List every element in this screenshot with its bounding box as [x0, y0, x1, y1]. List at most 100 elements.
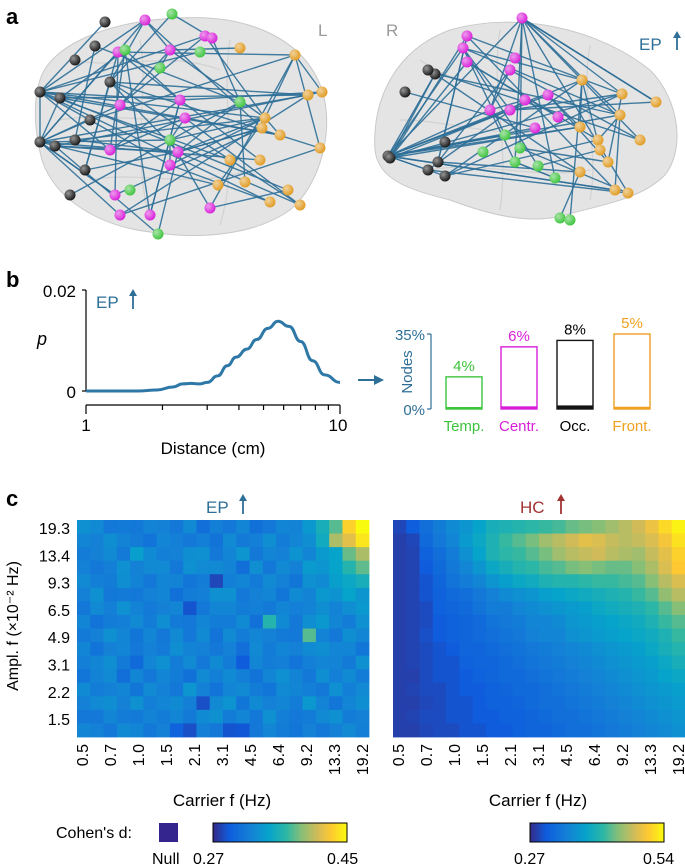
heatmap-cell	[90, 520, 104, 534]
heatmap-cell	[209, 520, 224, 534]
heatmap-cell	[77, 696, 91, 711]
brain-node	[314, 142, 326, 154]
heatmap-cell	[631, 520, 646, 534]
heatmap-cell	[631, 682, 646, 697]
heatmap-cell	[631, 655, 646, 670]
heatmap-cell	[103, 709, 118, 724]
heatmap-x-tick-label: 4.5	[243, 744, 260, 766]
heatmap-cell	[342, 655, 357, 670]
heatmap-cell	[329, 587, 343, 602]
heatmap-cell	[671, 682, 685, 697]
heatmap-cell	[183, 614, 197, 629]
heatmap-cell	[249, 669, 264, 684]
heatmap-x-tick-label: 4.5	[559, 744, 576, 766]
heatmap-cell	[249, 682, 264, 697]
heatmap-cell	[196, 520, 211, 534]
heatmap-cell	[406, 520, 420, 534]
heatmap-cell	[419, 655, 434, 670]
heatmap-cell	[419, 574, 434, 589]
heatmap-cell	[355, 723, 370, 738]
connectivity-edge	[387, 109, 491, 157]
connectivity-edge	[427, 169, 629, 194]
heatmap-cell	[169, 547, 184, 562]
heatmap-cell	[592, 723, 606, 738]
heatmap-cell	[169, 628, 184, 643]
heatmap-cell	[658, 723, 673, 738]
heatmap-cell	[143, 614, 158, 629]
heatmap-cell	[342, 696, 357, 711]
connectivity-edge	[404, 91, 536, 129]
heatmap-cell	[223, 601, 237, 616]
heatmap-cell	[539, 614, 553, 629]
brain-node	[172, 146, 184, 158]
heatmap-cell	[499, 547, 513, 562]
heatmap-cell	[355, 560, 370, 575]
heatmap-cell	[485, 520, 500, 534]
heatmap-cell	[249, 574, 264, 589]
heatmap-cell	[552, 587, 566, 602]
heatmap-cell	[236, 669, 250, 684]
heatmap-cell	[209, 655, 224, 670]
heatmap-cell	[236, 574, 250, 589]
x-tick-label: 1	[81, 416, 90, 435]
heatmap-cell	[631, 696, 646, 711]
heatmap-cell	[156, 547, 171, 562]
heatmap-cell	[249, 628, 264, 643]
heatmap-cell	[289, 723, 304, 738]
heatmap-cell	[209, 696, 224, 711]
heatmap-cell	[223, 655, 237, 670]
heatmap-cell	[315, 560, 330, 575]
heatmap-cell	[565, 655, 580, 670]
brain-node	[204, 202, 216, 214]
heatmap-cell	[552, 655, 566, 670]
heatmap-cell	[143, 601, 158, 616]
connectivity-edge	[177, 127, 263, 153]
heatmap-cell	[183, 547, 197, 562]
heatmap-cell	[249, 560, 264, 575]
connectivity-edge	[39, 139, 171, 143]
heatmap-cell	[512, 642, 527, 657]
y-tick-label: 0.02	[43, 282, 76, 301]
heatmap-cell	[671, 669, 685, 684]
heatmap-cell	[472, 723, 487, 738]
heatmap-cell	[103, 655, 118, 670]
heatmap-cell	[512, 547, 527, 562]
heatmap-cell	[605, 533, 620, 548]
heatmap-cell	[315, 709, 330, 724]
connectivity-edge	[149, 99, 181, 216]
heatmap-cell	[419, 696, 434, 711]
heatmap-cell	[236, 601, 250, 616]
heatmap-cell	[658, 682, 673, 697]
legend-label: Cohen's d:	[56, 825, 132, 842]
brain-node	[139, 14, 151, 26]
heatmap-cell	[342, 642, 357, 657]
heatmap-cell	[223, 723, 237, 738]
heatmap-cell	[143, 696, 158, 711]
brain-node	[484, 104, 496, 116]
heatmap-cell	[77, 574, 91, 589]
heatmap-cell	[419, 601, 434, 616]
heatmap-cell	[329, 614, 343, 629]
heatmap-cell	[223, 628, 237, 643]
heatmap-cell	[565, 560, 580, 575]
heatmap-cell	[419, 587, 434, 602]
heatmap-y-tick-label: 1.5	[48, 712, 70, 729]
brain-node	[542, 89, 554, 101]
connectivity-edge	[521, 17, 623, 95]
heatmap-cell	[196, 696, 211, 711]
heatmap-cell	[116, 601, 131, 616]
heatmap-cell	[276, 723, 290, 738]
region-bars: 4% Temp. 6% Centr. 8% Occ. 5% Front.	[444, 315, 652, 435]
heatmap-cell	[406, 709, 420, 724]
heatmap-cell	[499, 601, 513, 616]
heatmap-cell	[605, 669, 620, 684]
heatmap-cell	[289, 696, 304, 711]
heatmap-cell	[196, 723, 211, 738]
heatmap-cell	[631, 669, 646, 684]
heatmap-cell	[315, 655, 330, 670]
heatmap-cell	[342, 560, 357, 575]
heatmap-cell	[592, 655, 606, 670]
y-axis-label: p	[36, 329, 47, 349]
brain-node	[289, 49, 301, 61]
heatmap-x-tick-label: 0.5	[75, 744, 92, 766]
